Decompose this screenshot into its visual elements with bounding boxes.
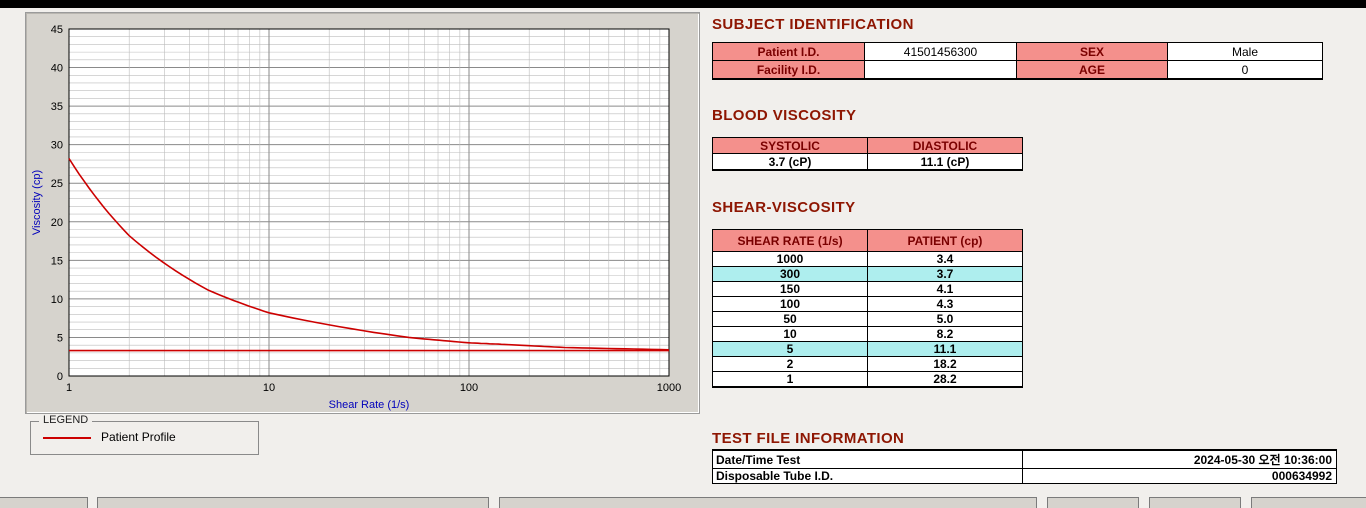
shear-rate-cell: 50 bbox=[712, 311, 868, 327]
svg-text:30: 30 bbox=[51, 140, 63, 152]
legend-title: LEGEND bbox=[39, 414, 93, 426]
viscosity-chart: 0 5 10 15 20 25 30 35 40 45 1 10 100 1000 Shear Rate (… bbox=[31, 24, 681, 411]
systolic-value: 3.7 (cP) bbox=[712, 153, 868, 171]
test-file-information-table: Date/Time Test 2024-05-30 오전 10:36:00 Di… bbox=[712, 449, 1337, 484]
age-value: 0 bbox=[1167, 60, 1323, 80]
table-row: Disposable Tube I.D. 000634992 bbox=[712, 468, 1337, 484]
table-row: Facility I.D. AGE 0 bbox=[712, 60, 1323, 80]
shear-rate-cell: 10 bbox=[712, 326, 868, 342]
shear-row: 1000 3.4 bbox=[712, 251, 1023, 267]
table-header-row: SHEAR RATE (1/s) PATIENT (cp) bbox=[712, 229, 1023, 252]
bottom-button-6[interactable] bbox=[1251, 497, 1366, 508]
shear-patient-cell: 4.3 bbox=[867, 296, 1023, 312]
svg-text:Viscosity (cp): Viscosity (cp) bbox=[31, 170, 43, 235]
facility-id-value bbox=[864, 60, 1017, 80]
table-row: SYSTOLIC DIASTOLIC bbox=[712, 137, 1023, 154]
svg-text:25: 25 bbox=[51, 178, 63, 190]
bottom-button-1[interactable] bbox=[0, 497, 88, 508]
svg-text:45: 45 bbox=[51, 24, 63, 36]
shear-row: 300 3.7 bbox=[712, 266, 1023, 282]
shear-patient-cell: 28.2 bbox=[867, 371, 1023, 388]
systolic-header: SYSTOLIC bbox=[712, 137, 868, 154]
age-label: AGE bbox=[1016, 60, 1168, 80]
shear-row: 100 4.3 bbox=[712, 296, 1023, 312]
shear-row: 50 5.0 bbox=[712, 311, 1023, 327]
shear-row: 10 8.2 bbox=[712, 326, 1023, 342]
date-time-test-value: 2024-05-30 오전 10:36:00 bbox=[1022, 449, 1337, 469]
shear-row: 150 4.1 bbox=[712, 281, 1023, 297]
shear-patient-cell: 5.0 bbox=[867, 311, 1023, 327]
svg-text:10: 10 bbox=[51, 294, 63, 306]
blood-viscosity-heading: BLOOD VISCOSITY bbox=[712, 107, 857, 124]
svg-text:35: 35 bbox=[51, 101, 63, 113]
facility-id-label: Facility I.D. bbox=[712, 60, 865, 80]
shear-rate-column-header: SHEAR RATE (1/s) bbox=[712, 229, 868, 252]
shear-patient-cell: 4.1 bbox=[867, 281, 1023, 297]
table-row: 3.7 (cP) 11.1 (cP) bbox=[712, 153, 1023, 171]
patient-id-label: Patient I.D. bbox=[712, 42, 865, 61]
svg-text:40: 40 bbox=[51, 63, 63, 75]
table-row: Patient I.D. 41501456300 SEX Male bbox=[712, 42, 1323, 61]
table-row: Date/Time Test 2024-05-30 오전 10:36:00 bbox=[712, 449, 1337, 469]
svg-text:15: 15 bbox=[51, 255, 63, 267]
patient-column-header: PATIENT (cp) bbox=[867, 229, 1023, 252]
shear-rate-cell: 1000 bbox=[712, 251, 868, 267]
svg-text:10: 10 bbox=[263, 382, 275, 394]
shear-rate-cell: 5 bbox=[712, 341, 868, 357]
legend-item-label: Patient Profile bbox=[101, 430, 176, 444]
svg-text:1: 1 bbox=[66, 382, 72, 394]
blood-viscosity-table: SYSTOLIC DIASTOLIC 3.7 (cP) 11.1 (cP) bbox=[712, 137, 1023, 171]
test-file-information-heading: TEST FILE INFORMATION bbox=[712, 430, 905, 447]
svg-text:Shear Rate (1/s): Shear Rate (1/s) bbox=[329, 399, 410, 411]
svg-text:1000: 1000 bbox=[657, 382, 681, 394]
shear-rate-cell: 300 bbox=[712, 266, 868, 282]
disposable-tube-id-value: 000634992 bbox=[1022, 468, 1337, 484]
bottom-button-4[interactable] bbox=[1047, 497, 1139, 508]
bottom-button-2[interactable] bbox=[97, 497, 489, 508]
shear-patient-cell: 3.7 bbox=[867, 266, 1023, 282]
svg-text:100: 100 bbox=[460, 382, 478, 394]
svg-text:5: 5 bbox=[57, 332, 63, 344]
disposable-tube-id-label: Disposable Tube I.D. bbox=[712, 468, 1023, 484]
svg-text:20: 20 bbox=[51, 217, 63, 229]
date-time-test-label: Date/Time Test bbox=[712, 449, 1023, 469]
bottom-button-3[interactable] bbox=[499, 497, 1037, 508]
viscosity-chart-panel: 0 5 10 15 20 25 30 35 40 45 1 10 100 1000 Shear Rate (… bbox=[25, 12, 700, 414]
shear-row: 2 18.2 bbox=[712, 356, 1023, 372]
sex-label: SEX bbox=[1016, 42, 1168, 61]
legend-box: LEGEND Patient Profile bbox=[30, 414, 259, 455]
bottom-button-5[interactable] bbox=[1149, 497, 1241, 508]
svg-text:0: 0 bbox=[57, 371, 63, 383]
shear-viscosity-heading: SHEAR-VISCOSITY bbox=[712, 199, 856, 216]
subject-identification-table: Patient I.D. 41501456300 SEX Male Facili… bbox=[712, 42, 1323, 80]
title-bar bbox=[0, 0, 1366, 8]
subject-identification-heading: SUBJECT IDENTIFICATION bbox=[712, 16, 914, 33]
shear-row: 5 11.1 bbox=[712, 341, 1023, 357]
shear-row: 1 28.2 bbox=[712, 371, 1023, 388]
shear-rate-cell: 2 bbox=[712, 356, 868, 372]
shear-patient-cell: 11.1 bbox=[867, 341, 1023, 357]
shear-rate-cell: 1 bbox=[712, 371, 868, 388]
shear-rate-cell: 100 bbox=[712, 296, 868, 312]
sex-value: Male bbox=[1167, 42, 1323, 61]
patient-profile-line-swatch bbox=[43, 437, 91, 439]
diastolic-header: DIASTOLIC bbox=[867, 137, 1023, 154]
patient-id-value: 41501456300 bbox=[864, 42, 1017, 61]
diastolic-value: 11.1 (cP) bbox=[867, 153, 1023, 171]
shear-patient-cell: 3.4 bbox=[867, 251, 1023, 267]
shear-rate-cell: 150 bbox=[712, 281, 868, 297]
shear-patient-cell: 18.2 bbox=[867, 356, 1023, 372]
shear-viscosity-table: SHEAR RATE (1/s) PATIENT (cp) 1000 3.4 300… bbox=[712, 229, 1023, 388]
shear-patient-cell: 8.2 bbox=[867, 326, 1023, 342]
